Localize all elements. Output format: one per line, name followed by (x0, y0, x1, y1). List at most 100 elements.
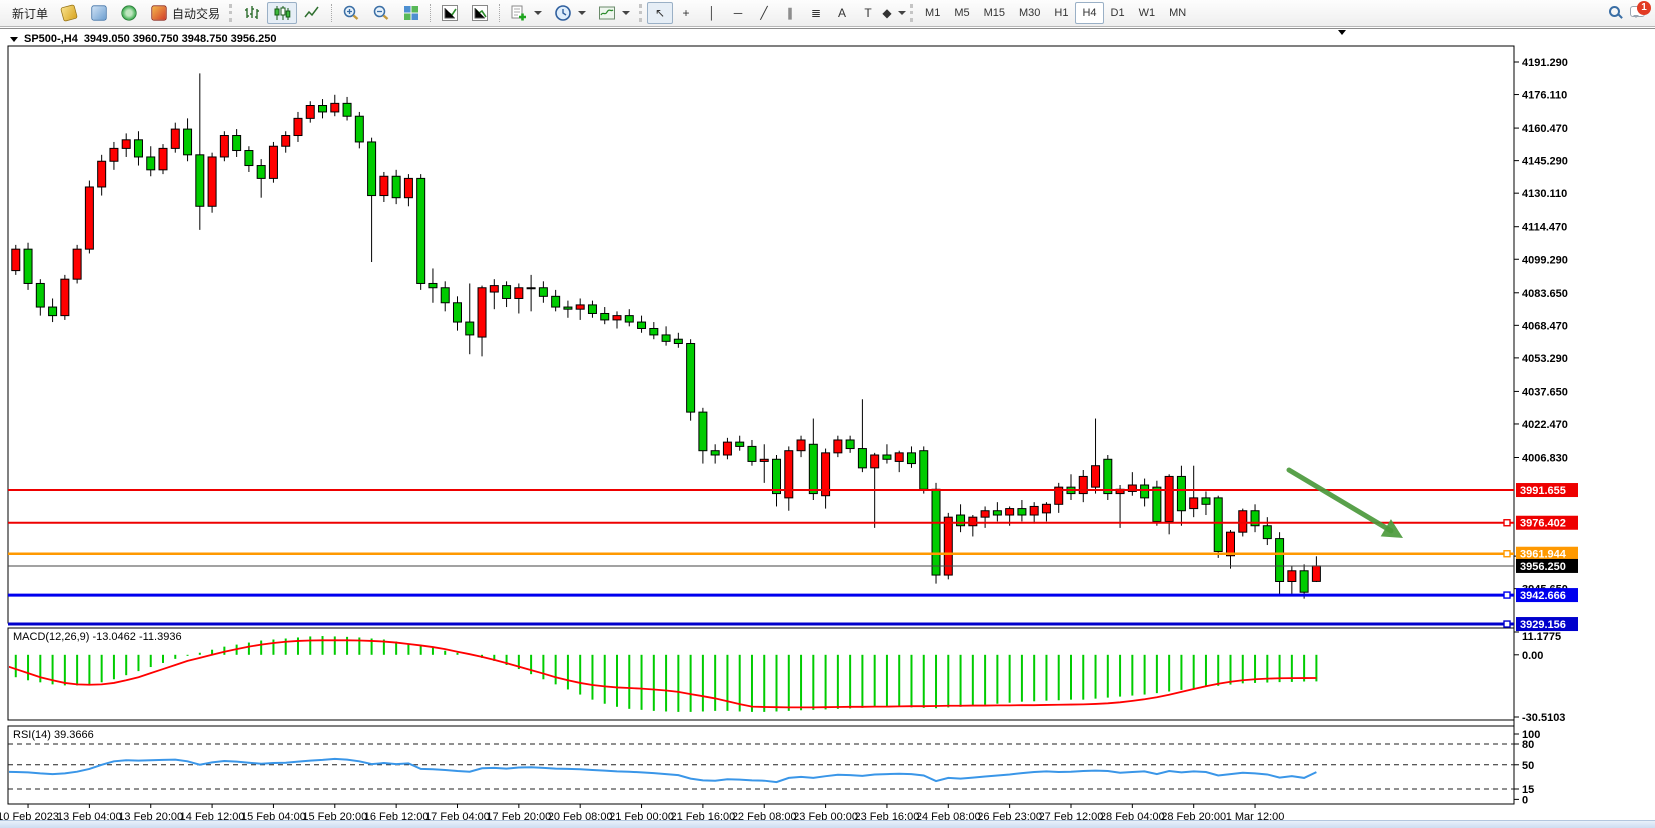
report-icon (91, 5, 107, 21)
panel-borders (7, 45, 1515, 805)
period-clock-button[interactable] (548, 2, 592, 24)
svg-text:26 Feb 23:00: 26 Feb 23:00 (977, 811, 1042, 820)
candles-layer (11, 73, 1321, 599)
svg-text:4145.290: 4145.290 (1522, 156, 1568, 168)
chart-canvas[interactable]: 4191.290 4176.110 4160.470 4145.290 4130.110… (0, 29, 1655, 820)
chart-info-line[interactable]: SP500-,H4 3949.050 3960.750 3948.750 395… (10, 33, 277, 45)
svg-text:28 Feb 20:00: 28 Feb 20:00 (1161, 811, 1226, 820)
fibonacci-tool[interactable]: ≣ (811, 6, 822, 20)
svg-text:4099.290: 4099.290 (1522, 254, 1568, 266)
zoom-out-button[interactable] (366, 2, 396, 24)
add-indicator-button[interactable] (504, 2, 548, 24)
timeframe-mn[interactable]: MN (1169, 7, 1187, 19)
trendline-tool[interactable]: ╱ (760, 6, 768, 20)
svg-text:17 Feb 20:00: 17 Feb 20:00 (486, 811, 551, 820)
shapes-tool[interactable]: ◆ (881, 2, 907, 24)
svg-text:3976.402: 3976.402 (1520, 518, 1566, 530)
new-order-label: 新订单 (12, 6, 49, 21)
auto-trading-button[interactable]: 自动交易 (144, 2, 226, 24)
timeframe-d1[interactable]: D1 (1110, 7, 1125, 19)
svg-text:4130.110: 4130.110 (1522, 188, 1567, 200)
signals-button[interactable] (114, 2, 144, 24)
svg-text:11.1775: 11.1775 (1522, 631, 1561, 643)
remove-indicator-window-button[interactable] (465, 2, 495, 24)
text-tool[interactable]: A (838, 6, 847, 20)
macd-indicator-label: MACD(12,26,9) -13.0462 -11.3936 (13, 631, 182, 643)
zoom-in-button[interactable] (336, 2, 366, 24)
chart-template-button[interactable] (592, 2, 636, 24)
text-label-tool[interactable]: T (864, 6, 872, 20)
toolbar-separator (331, 4, 333, 22)
zoom-out-icon (373, 5, 389, 20)
auto-trading-label: 自动交易 (172, 6, 221, 21)
level-lines-layer[interactable] (8, 489, 1514, 628)
trend-arrow-annotation[interactable] (1286, 467, 1403, 538)
svg-text:4037.650: 4037.650 (1522, 386, 1568, 398)
chevron-down-icon (534, 11, 543, 15)
channel-tool[interactable]: ∥ (787, 6, 794, 20)
timeframe-w1[interactable]: W1 (1138, 7, 1156, 19)
rsi-layer (8, 743, 1514, 790)
notification-badge: 1 (1637, 1, 1651, 15)
line-chart-button[interactable] (297, 2, 327, 24)
svg-text:23 Feb 00:00: 23 Feb 00:00 (793, 811, 858, 820)
svg-text:3956.250: 3956.250 (1520, 561, 1566, 573)
svg-text:10 Feb 2023: 10 Feb 2023 (0, 811, 59, 820)
svg-text:21 Feb 16:00: 21 Feb 16:00 (670, 811, 735, 820)
zoom-in-icon (343, 5, 359, 20)
svg-text:0.00: 0.00 (1522, 650, 1543, 662)
timeframe-h1[interactable]: H1 (1054, 7, 1069, 19)
timeframe-m5[interactable]: M5 (954, 7, 970, 19)
svg-text:15 Feb 20:00: 15 Feb 20:00 (302, 811, 367, 820)
svg-text:20 Feb 08:00: 20 Feb 08:00 (548, 811, 613, 820)
timeframe-m30[interactable]: M30 (1019, 7, 1041, 19)
svg-text:15 Feb 04:00: 15 Feb 04:00 (241, 811, 306, 820)
svg-text:3942.666: 3942.666 (1520, 590, 1566, 602)
new-indicator-window-button[interactable] (435, 2, 465, 24)
svg-text:15: 15 (1522, 784, 1534, 796)
cursor-tool[interactable]: ↖ (647, 2, 674, 24)
svg-text:22 Feb 08:00: 22 Feb 08:00 (732, 811, 797, 820)
svg-text:-30.5103: -30.5103 (1522, 712, 1565, 724)
vertical-line-tool[interactable]: │ (708, 6, 716, 20)
market-report-button[interactable] (84, 2, 114, 24)
toolbar-grip (910, 4, 915, 22)
main-toolbar: 新订单 自动交易 (0, 0, 1655, 27)
signal-icon (121, 5, 137, 21)
svg-text:4022.470: 4022.470 (1522, 419, 1568, 431)
clock-icon (555, 5, 571, 21)
horizontal-line-tool[interactable]: ─ (733, 6, 743, 20)
bar-chart-icon (245, 6, 260, 19)
svg-text:27 Feb 12:00: 27 Feb 12:00 (1039, 811, 1104, 820)
search-button[interactable] (1609, 6, 1620, 20)
new-order-button[interactable]: 新订单 (6, 2, 54, 24)
svg-text:24 Feb 08:00: 24 Feb 08:00 (916, 811, 981, 820)
svg-text:4176.110: 4176.110 (1522, 90, 1567, 102)
timeframe-m1[interactable]: M1 (925, 7, 941, 19)
svg-text:4191.290: 4191.290 (1522, 57, 1568, 69)
svg-text:14 Feb 12:00: 14 Feb 12:00 (180, 811, 245, 820)
svg-text:80: 80 (1522, 739, 1534, 751)
toolbar-grip (639, 4, 644, 22)
candlestick-chart-button[interactable] (267, 2, 298, 24)
timeframe-m15[interactable]: M15 (983, 7, 1005, 19)
search-icon (1609, 6, 1620, 17)
window-collapse-icon[interactable] (1338, 30, 1346, 35)
ohlc-values: 3949.050 3960.750 3948.750 3956.250 (83, 33, 277, 45)
svg-text:21 Feb 00:00: 21 Feb 00:00 (609, 811, 674, 820)
crosshair-tool[interactable]: + (682, 6, 690, 20)
chevron-down-icon (578, 11, 587, 15)
timeframe-h4[interactable]: H4 (1075, 2, 1104, 24)
notifications-button[interactable]: 1 (1630, 1, 1651, 20)
svg-text:4160.470: 4160.470 (1522, 123, 1568, 135)
svg-text:4068.470: 4068.470 (1522, 320, 1568, 332)
price-tag-button[interactable] (54, 2, 84, 24)
auto-trading-icon (151, 5, 167, 21)
bar-chart-button[interactable] (237, 2, 267, 24)
svg-text:28 Feb 04:00: 28 Feb 04:00 (1100, 811, 1165, 820)
toolbar-grip (229, 4, 234, 22)
tile-windows-button[interactable] (396, 2, 426, 24)
price-axis[interactable]: 4191.290 4176.110 4160.470 4145.290 4130.110… (1514, 57, 1578, 806)
symbol-period-label: SP500-,H4 (24, 33, 78, 45)
